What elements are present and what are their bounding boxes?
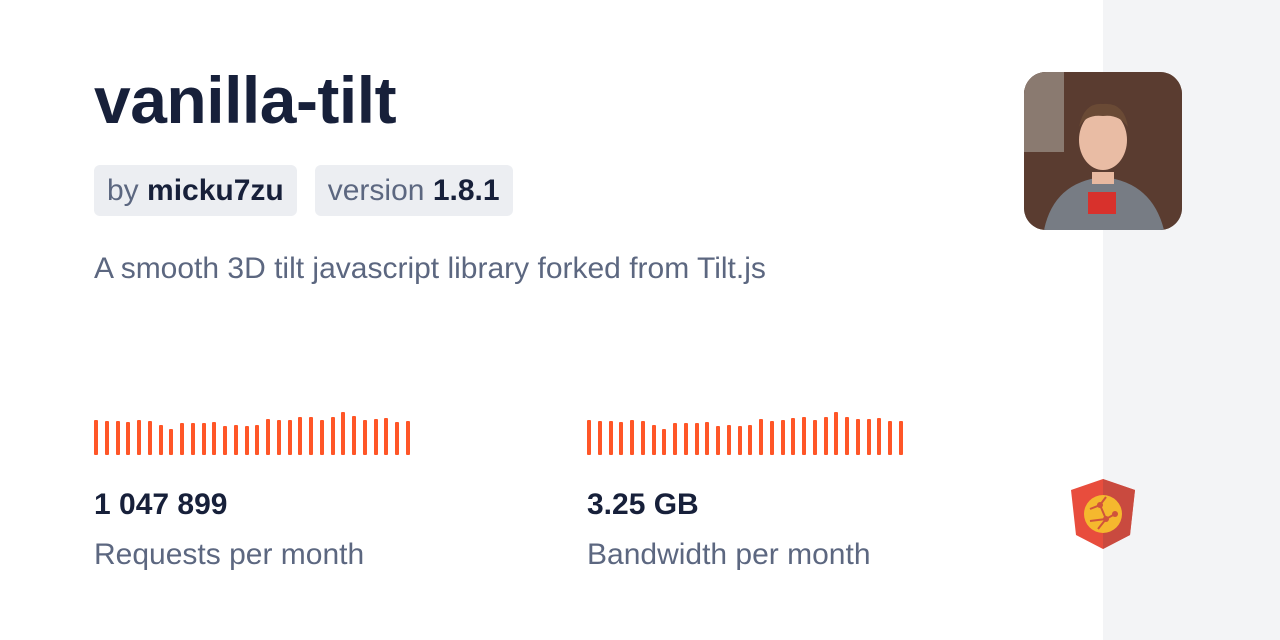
sparkline-bar (330, 417, 335, 455)
sparkline-bar (298, 417, 303, 455)
sparkline-bar (223, 426, 227, 455)
sparkline-bar (276, 420, 281, 455)
author-avatar (1024, 72, 1182, 230)
sparkline-bar (683, 423, 688, 455)
version-label: version (327, 174, 425, 207)
sparkline-bar (619, 422, 624, 455)
sparkline-bar (266, 419, 270, 455)
sparkline-bar (823, 417, 828, 455)
sparkline-bar (705, 422, 710, 455)
sparkline-bar (855, 419, 860, 455)
sparkline-bar (169, 429, 174, 455)
sparkline-bar (373, 419, 378, 455)
sparkline-bar (158, 425, 163, 455)
jsdelivr-logo-icon (1070, 479, 1136, 554)
sparkline-bar (212, 422, 217, 455)
sparkline-bar (608, 421, 613, 455)
version-badge: version 1.8.1 (314, 165, 513, 216)
sparkline-bar (244, 426, 249, 455)
sparkline-bar (651, 425, 656, 455)
sparkline-bar (384, 418, 389, 455)
sparkline-bar (190, 423, 195, 455)
sparkline-bar (395, 422, 399, 455)
sparkline-bar (866, 419, 871, 455)
requests-label: Requests per month (94, 538, 365, 571)
sparkline-bar (341, 412, 346, 455)
sparkline-bar (662, 429, 667, 455)
sparkline-bar (694, 423, 699, 455)
package-description: A smooth 3D tilt javascript library fork… (94, 252, 766, 285)
sparkline-bar (255, 425, 260, 455)
sparkline-bar (287, 420, 292, 455)
sparkline-bar (126, 422, 131, 455)
sparkline-bar (791, 418, 796, 455)
sparkline-bar (877, 418, 882, 455)
version-value: 1.8.1 (432, 174, 500, 207)
sparkline-bar (673, 423, 677, 455)
sparkline-bar (115, 421, 120, 455)
bandwidth-label: Bandwidth per month (587, 538, 871, 571)
sparkline-bar (780, 420, 785, 455)
author-badge: by micku7zu (94, 165, 297, 216)
by-label: by (107, 174, 139, 207)
sparkline-bar (812, 420, 817, 455)
sparkline-bar (104, 421, 109, 455)
sparkline-bar (769, 421, 774, 455)
sparkline-bar (94, 420, 98, 455)
sparkline-bar (137, 420, 141, 455)
sparkline-bar (319, 420, 324, 455)
sparkline-bar (630, 420, 634, 455)
sparkline-bar (362, 420, 367, 455)
sparkline-bar (748, 425, 753, 455)
sparkline-bar (405, 421, 410, 455)
author-name: micku7zu (147, 174, 284, 207)
sparkline-bar (233, 425, 238, 455)
sparkline-bar (180, 423, 184, 455)
sparkline-bar (726, 425, 731, 455)
package-title: vanilla-tilt (94, 63, 397, 137)
sparkline-bar (716, 426, 720, 455)
sparkline-bar (640, 421, 645, 455)
requests-sparkline (94, 405, 410, 455)
sparkline-bar (597, 421, 602, 455)
sparkline-bar (759, 419, 763, 455)
sparkline-bar (834, 412, 839, 455)
sparkline-bar (201, 423, 206, 455)
bandwidth-value: 3.25 GB (587, 488, 699, 521)
sparkline-bar (888, 421, 892, 455)
sparkline-bar (147, 421, 152, 455)
sparkline-bar (737, 426, 742, 455)
sparkline-bar (309, 417, 313, 455)
sparkline-bar (352, 416, 356, 455)
bandwidth-sparkline (587, 405, 903, 455)
requests-value: 1 047 899 (94, 488, 228, 521)
sparkline-bar (802, 417, 806, 455)
sparkline-bar (898, 421, 903, 455)
sparkline-bar (845, 417, 849, 455)
sparkline-bar (587, 420, 591, 455)
